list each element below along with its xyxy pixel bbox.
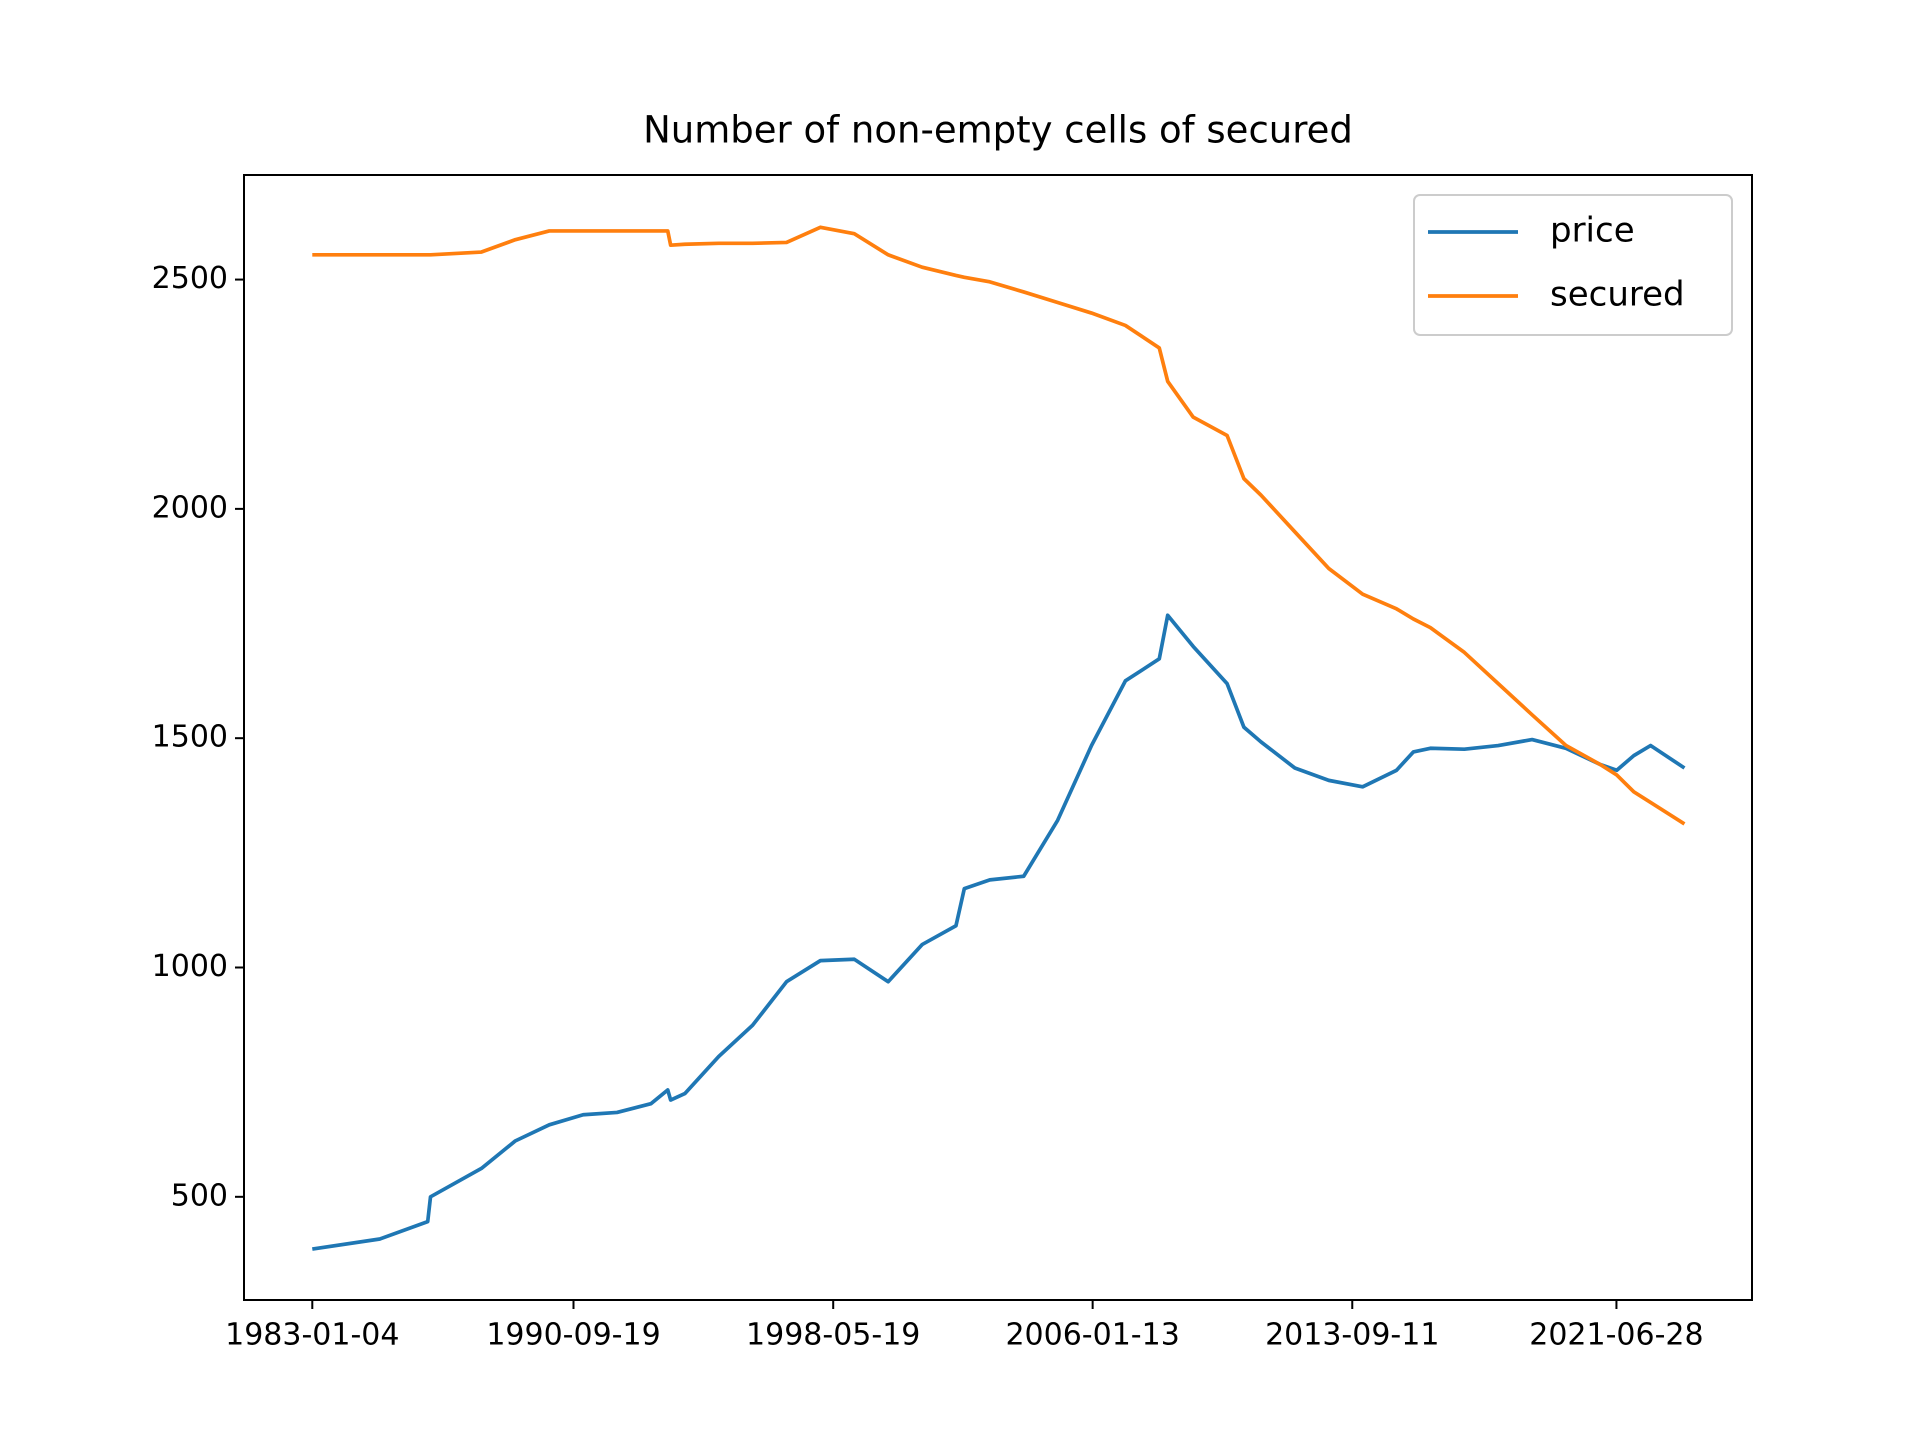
legend-label: price: [1550, 211, 1635, 251]
chart-title: Number of non-empty cells of secured: [643, 109, 1353, 152]
y-tick-label: 1000: [152, 949, 228, 984]
y-tick-label: 1500: [152, 720, 228, 755]
legend: price secured: [1413, 194, 1733, 336]
x-tick-label: 1998-05-19: [746, 1318, 920, 1353]
x-tick-label: 1983-01-04: [225, 1318, 399, 1353]
legend-box: [1413, 194, 1733, 336]
x-tick-label: 2013-09-11: [1265, 1318, 1439, 1353]
x-tick-label: 1990-09-19: [486, 1318, 660, 1353]
x-tick-label: 2021-06-28: [1529, 1318, 1703, 1353]
series-line: [312, 613, 1686, 1251]
y-tick-label: 2000: [152, 490, 228, 525]
x-tick-label: 2006-01-13: [1005, 1318, 1179, 1353]
series-line: [312, 225, 1686, 826]
y-tick-label: 2500: [152, 261, 228, 296]
legend-label: secured: [1550, 275, 1685, 315]
y-tick-label: 500: [171, 1178, 228, 1213]
plot-frame: [243, 174, 1753, 1301]
